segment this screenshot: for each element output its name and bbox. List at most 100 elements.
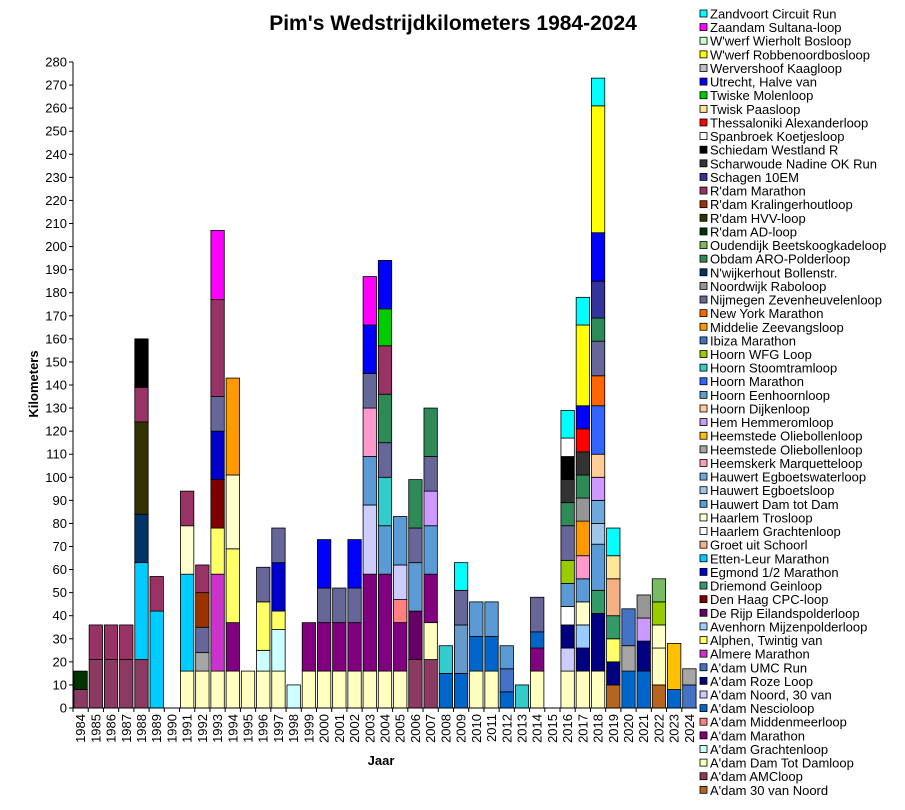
bar-segment-2016-46	[560, 479, 575, 504]
legend-label: A'dam AMCloop	[710, 769, 803, 784]
legend-label: A'dam Marathon	[710, 728, 805, 743]
legend-swatch	[699, 663, 708, 672]
legend-label: A'dam Middenmeerloop	[710, 715, 847, 730]
legend-label: A'dam Nescioloop	[710, 701, 814, 716]
legend-swatch	[699, 363, 708, 372]
bar-segment-2003-52	[362, 324, 377, 374]
bar-segment-2004-31	[377, 476, 393, 527]
x-tick-label: 1986	[104, 714, 119, 743]
bar-segment-2007-27	[423, 490, 438, 527]
bar-segment-2018-52	[590, 232, 606, 282]
legend-label: W'werf Wierholt Bosloop	[710, 34, 851, 49]
bar-segment-1993-2	[210, 670, 225, 709]
bar-segment-2000-2	[317, 670, 332, 709]
bar-segment-2004-51	[377, 308, 393, 347]
bar-segment-2005-2	[393, 670, 408, 709]
bar-segment-1995-2	[240, 670, 256, 709]
legend-label: A'dam Dam Tot Damloop	[710, 756, 854, 771]
y-axis: 0 10 20 30 40 50 60 70 80 90 100 110 120 130 140 150 160…	[45, 55, 74, 716]
bar-segment-2004-39	[377, 393, 393, 444]
legend-swatch	[699, 104, 708, 113]
bar-segment-2016-36	[560, 525, 575, 561]
legend-swatch	[699, 622, 708, 631]
bar-segment-1991-17	[180, 573, 195, 672]
x-tick-label: 2023	[667, 714, 682, 743]
x-tick-label: 1992	[195, 714, 210, 743]
y-tick-label: 130	[45, 401, 67, 416]
bar-segment-2017-21	[575, 578, 590, 603]
bar-segment-1999-4	[301, 622, 316, 672]
bar-segment-1996-11	[256, 601, 271, 651]
bar-segment-2018-39	[590, 317, 606, 342]
bar-segment-2006-13	[408, 610, 423, 660]
y-tick-label: 150	[45, 354, 67, 369]
bar-segment-2010-2	[469, 670, 484, 709]
legend-label: Hoorn Marathon	[710, 374, 804, 389]
legend-label: A'dam Grachtenloop	[710, 742, 828, 757]
bar-segment-2003-36	[362, 373, 377, 409]
legend-swatch	[699, 118, 708, 127]
bar-segment-1996-2	[256, 670, 271, 709]
bar-segment-2018-27	[590, 476, 606, 501]
bar-segment-2018-57	[590, 77, 606, 107]
legend-label: Heemstede Oliebollenloop	[710, 429, 862, 444]
bar-segment-1989-44	[149, 576, 164, 612]
y-tick-label: 250	[45, 124, 67, 139]
legend-label: New York Marathon	[710, 306, 823, 321]
legend-swatch	[699, 350, 708, 358]
legend-swatch	[699, 227, 708, 236]
x-axis-label: Jaar	[368, 753, 395, 768]
bar-segment-2001-4	[332, 622, 347, 672]
bar-segment-2005-7	[393, 564, 408, 600]
y-tick-label: 110	[46, 447, 67, 462]
bar-segment-1991-2	[180, 670, 195, 709]
bar-segment-1993-44	[210, 299, 225, 397]
bar-segment-1997-16	[271, 562, 286, 612]
bar-segment-2011-6	[484, 636, 499, 672]
legend-label: N'wijkerhout Bollenstr.	[710, 265, 837, 280]
bar-segment-2016-21	[560, 583, 575, 607]
y-tick-label: 260	[45, 101, 67, 116]
x-tick-label: 1995	[241, 714, 256, 743]
bar-segment-2022-32	[651, 601, 667, 626]
bar-segment-2016-32	[560, 559, 575, 584]
x-tick-label: 1990	[164, 714, 179, 743]
bar-segment-2017-34	[575, 520, 590, 557]
bar-segment-1994-20	[225, 474, 240, 550]
bar-segment-2014-6	[530, 631, 545, 649]
y-tick-label: 60	[53, 562, 67, 577]
y-tick-label: 210	[45, 216, 67, 231]
bar-segment-2006-21	[408, 562, 423, 612]
bar-segment-2017-39	[575, 474, 590, 499]
bar-segment-1993-11	[210, 527, 225, 575]
y-tick-label: 220	[45, 193, 67, 208]
x-tick-label: 1987	[119, 714, 134, 743]
bar-segment-2004-52	[377, 260, 393, 310]
bar-segment-2024-25	[682, 668, 697, 686]
bar-segment-2019-11	[606, 638, 621, 663]
bar-segment-1993-56	[210, 230, 225, 301]
x-tick-label: 1985	[88, 714, 103, 743]
bar-segment-2018-2	[590, 670, 606, 709]
bar-segment-2002-4	[347, 622, 362, 672]
legend-swatch	[699, 23, 708, 32]
legend-swatch	[699, 690, 708, 699]
bar-segment-1999-2	[301, 670, 316, 709]
legend-swatch	[699, 213, 708, 222]
legend-swatch	[699, 717, 708, 726]
bar-segment-2004-4	[377, 573, 393, 672]
legend-swatch	[699, 336, 708, 345]
legend-label: A'dam 30 van Noord	[710, 783, 828, 798]
x-tick-label: 2003	[362, 714, 377, 743]
legend-label: Alphen, Twintig van	[710, 633, 823, 648]
legend-swatch	[699, 77, 708, 86]
x-tick-label: 1988	[134, 714, 149, 743]
legend-label: Twiske Molenloop	[710, 88, 813, 103]
y-tick-label: 20	[53, 654, 67, 669]
legend-swatch	[699, 513, 708, 522]
bar-segment-1997-2	[271, 670, 286, 709]
legend-label: Thessaloniki Alexanderloop	[710, 115, 868, 130]
bar-segment-2019-18	[606, 578, 621, 617]
x-tick-label: 2011	[484, 714, 499, 742]
bar-segment-2004-2	[377, 670, 393, 709]
